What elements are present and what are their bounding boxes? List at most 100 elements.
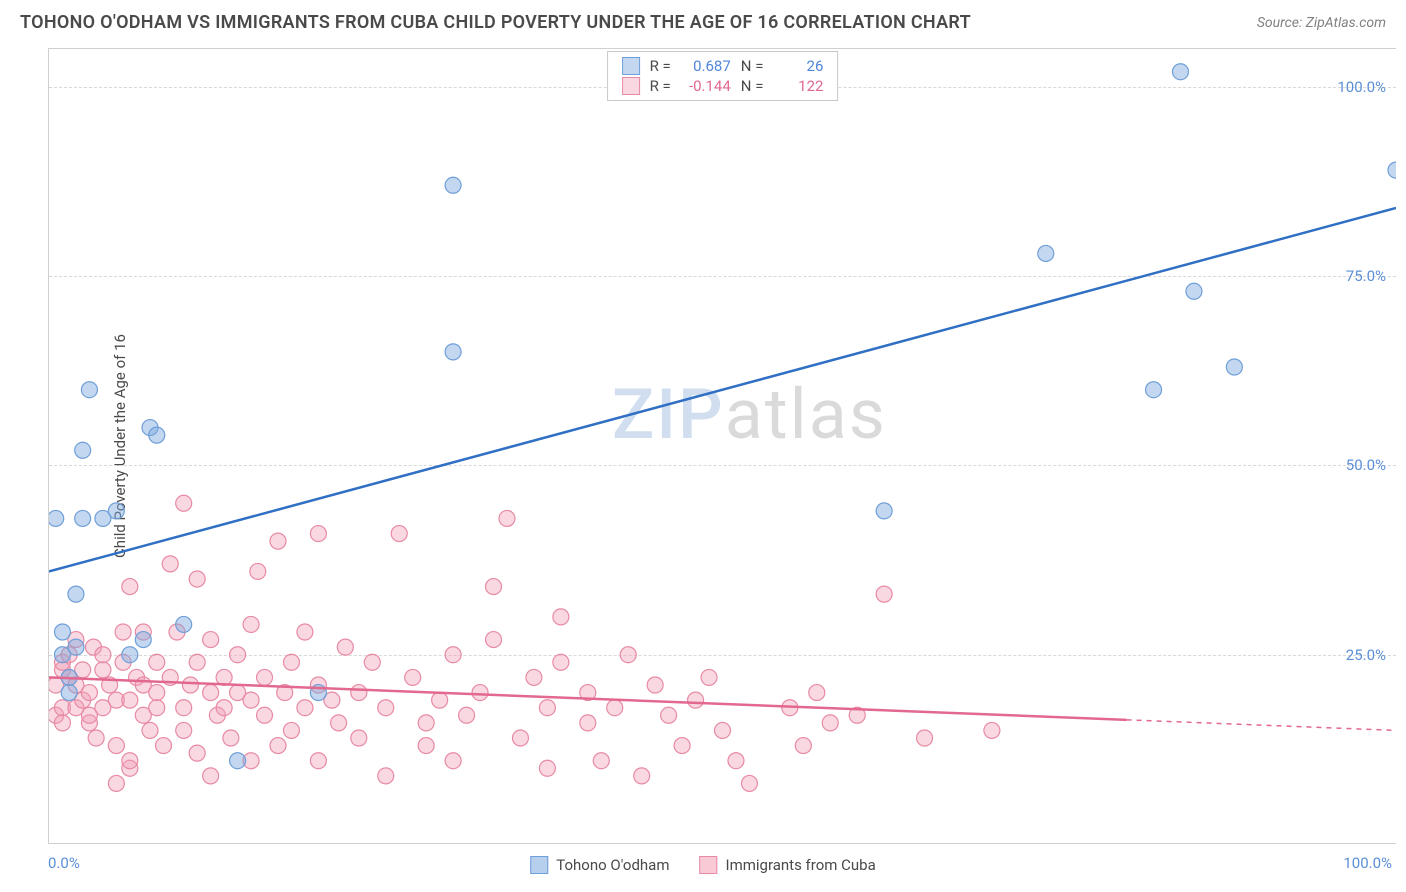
stats-row-series-a: R = 0.687 N = 26 [608, 56, 838, 76]
plot-area: ZIPatlas R = 0.687 N = 26 R = -0.144 N =… [49, 49, 1396, 844]
data-point [1226, 359, 1242, 375]
data-point [68, 639, 84, 655]
data-point [176, 722, 192, 738]
legend-label-b: Immigrants from Cuba [725, 856, 875, 874]
data-point [122, 579, 138, 595]
data-point [445, 177, 461, 193]
data-point [61, 685, 77, 701]
data-point [149, 700, 165, 716]
data-point [310, 753, 326, 769]
data-point [331, 715, 347, 731]
data-point [257, 669, 273, 685]
data-point [149, 654, 165, 670]
data-point [539, 700, 555, 716]
stat-r-value-a: 0.687 [681, 57, 731, 75]
stat-n-label: N = [741, 57, 764, 75]
data-point [88, 730, 104, 746]
data-point [405, 669, 421, 685]
data-point [81, 685, 97, 701]
data-point [122, 692, 138, 708]
data-point [445, 647, 461, 663]
data-point [122, 647, 138, 663]
data-point [155, 738, 171, 754]
data-point [822, 715, 838, 731]
chart-header: TOHONO O'ODHAM VS IMMIGRANTS FROM CUBA C… [0, 0, 1406, 41]
swatch-series-a [622, 57, 640, 75]
data-point [418, 738, 434, 754]
data-point [445, 344, 461, 360]
data-point [337, 639, 353, 655]
data-point [75, 442, 91, 458]
data-point [68, 586, 84, 602]
data-point [310, 526, 326, 542]
data-point [189, 745, 205, 761]
data-point [351, 685, 367, 701]
data-point [216, 700, 232, 716]
data-point [270, 738, 286, 754]
data-point [364, 654, 380, 670]
plot-svg [49, 49, 1396, 844]
stats-row-series-b: R = -0.144 N = 122 [608, 76, 838, 96]
data-point [459, 707, 475, 723]
data-point [445, 753, 461, 769]
data-point [257, 707, 273, 723]
data-point [203, 768, 219, 784]
regression-line-extrapolated [1127, 720, 1396, 731]
data-point [593, 753, 609, 769]
chart-title: TOHONO O'ODHAM VS IMMIGRANTS FROM CUBA C… [20, 12, 971, 33]
stat-r-label: R = [650, 57, 671, 75]
data-point [1038, 245, 1054, 261]
data-point [553, 609, 569, 625]
data-point [115, 624, 131, 640]
data-point [472, 685, 488, 701]
data-point [95, 647, 111, 663]
data-point [49, 510, 64, 526]
data-point [283, 654, 299, 670]
data-point [512, 730, 528, 746]
data-point [526, 669, 542, 685]
data-point [149, 427, 165, 443]
data-point [203, 685, 219, 701]
data-point [54, 624, 70, 640]
data-point [243, 616, 259, 632]
data-point [176, 495, 192, 511]
x-tick-right: 100.0% [1343, 854, 1392, 872]
data-point [876, 586, 892, 602]
legend-label-a: Tohono O'odham [556, 856, 669, 874]
data-point [189, 654, 205, 670]
data-point [984, 722, 1000, 738]
stats-legend: R = 0.687 N = 26 R = -0.144 N = 122 [607, 51, 839, 101]
chart-area: ZIPatlas R = 0.687 N = 26 R = -0.144 N =… [48, 48, 1396, 844]
data-point [486, 579, 502, 595]
series-legend: Tohono O'odham Immigrants from Cuba [530, 856, 876, 874]
data-point [499, 510, 515, 526]
data-point [283, 722, 299, 738]
data-point [486, 632, 502, 648]
stat-r-label: R = [650, 77, 671, 95]
data-point [176, 616, 192, 632]
data-point [1172, 64, 1188, 80]
data-point [122, 753, 138, 769]
data-point [54, 715, 70, 731]
data-point [108, 775, 124, 791]
stat-n-value-a: 26 [773, 57, 823, 75]
data-point [108, 503, 124, 519]
legend-item-series-a: Tohono O'odham [530, 856, 669, 874]
data-point [81, 382, 97, 398]
data-point [580, 715, 596, 731]
regression-line [49, 208, 1396, 571]
stat-n-value-b: 122 [773, 77, 823, 95]
data-point [297, 624, 313, 640]
data-point [230, 647, 246, 663]
data-point [607, 700, 623, 716]
data-point [795, 738, 811, 754]
data-point [701, 669, 717, 685]
stat-r-value-b: -0.144 [681, 77, 731, 95]
data-point [634, 768, 650, 784]
data-point [230, 753, 246, 769]
data-point [250, 563, 266, 579]
data-point [351, 730, 367, 746]
data-point [1388, 162, 1396, 178]
legend-swatch-a [530, 856, 548, 874]
data-point [182, 677, 198, 693]
